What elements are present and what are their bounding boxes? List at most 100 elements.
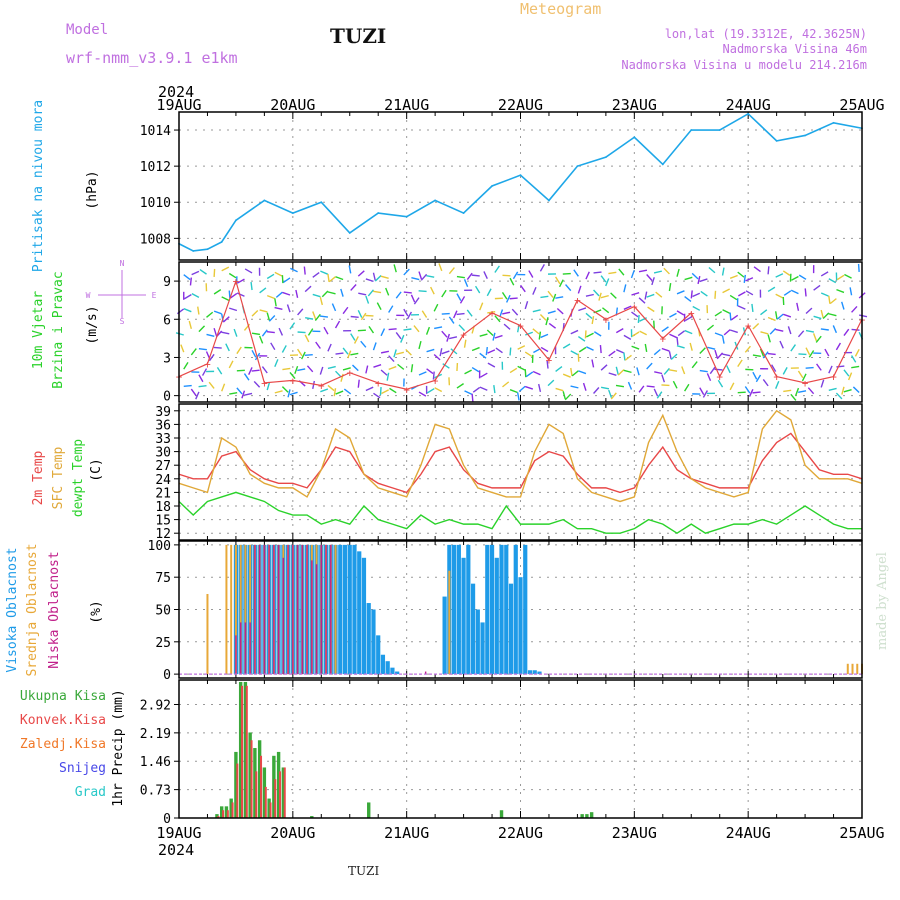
wind-barb — [485, 347, 488, 356]
wind-barb — [722, 353, 731, 357]
precip-bar-0 — [589, 812, 594, 818]
wind-barb — [233, 328, 238, 337]
wind-barb — [608, 271, 617, 275]
x-tick-label-bottom: 25AUG — [839, 824, 884, 842]
wind-barb — [540, 346, 549, 353]
wind-barb — [479, 302, 484, 311]
cloud-bar-0 — [442, 596, 447, 675]
wind-barb — [471, 274, 480, 277]
wind-barb — [775, 328, 784, 332]
wind-barb — [562, 391, 566, 400]
x-tick-label-bottom: 20AUG — [270, 824, 315, 842]
x-tick-label-top: 21AUG — [384, 96, 429, 114]
wind-barb — [854, 348, 860, 357]
pressure-point — [291, 212, 294, 214]
precip-bar-1 — [250, 740, 253, 818]
wind-barb — [175, 332, 184, 336]
wind-barb — [380, 350, 390, 354]
wind-barb — [258, 335, 264, 344]
wind-barb — [456, 275, 465, 279]
wind-barb — [357, 270, 365, 277]
pressure-line — [178, 112, 863, 252]
precip-bar-0 — [367, 802, 371, 818]
wind-barb — [591, 315, 595, 325]
wind-barb — [828, 387, 837, 391]
x-tick-label-top: 22AUG — [498, 96, 543, 114]
wind-barb — [525, 371, 534, 378]
cloud-bar-0 — [470, 583, 476, 675]
y-tick-label: 0 — [163, 668, 171, 683]
wind-barb — [646, 293, 655, 298]
cloud-bar-0 — [475, 609, 480, 675]
wind-speed-point: + — [489, 307, 496, 320]
panel-border — [178, 679, 863, 819]
wind-barb — [350, 333, 356, 341]
wind-barb — [755, 374, 762, 383]
wind-barb — [287, 389, 291, 398]
precip-bar-0 — [272, 755, 276, 818]
wind-barb — [397, 363, 405, 370]
wind-barb — [296, 348, 303, 357]
wind-barb — [248, 367, 253, 375]
wind-barb — [760, 331, 769, 335]
wind-barb — [348, 265, 352, 274]
wind-barb — [745, 277, 754, 282]
wind-barb — [342, 347, 349, 355]
wind-barb — [585, 293, 594, 297]
wind-barb — [692, 305, 701, 311]
wind-barb — [343, 388, 352, 395]
pressure-point — [775, 139, 778, 142]
wind-barb — [783, 389, 792, 393]
y-tick-label: 39 — [155, 405, 171, 420]
wind-barb — [532, 328, 540, 335]
wind-barb — [591, 359, 595, 368]
x-tick-label-bottom: 19AUG — [156, 824, 201, 842]
pressure-point — [491, 185, 493, 187]
wind-barb — [340, 373, 344, 382]
wind-barb — [472, 386, 481, 393]
wind-barb — [516, 324, 520, 333]
cloud-bar-1 — [206, 593, 209, 675]
pressure-point — [633, 136, 636, 139]
wind-barb — [251, 349, 257, 358]
wind-barb — [684, 315, 693, 322]
wind-barb — [421, 310, 428, 318]
wind-barb — [570, 350, 579, 356]
wind-barb — [699, 347, 706, 354]
wind-barb — [540, 295, 549, 299]
wind-barb — [388, 328, 397, 331]
panel-clouds: 0 25 50 75 100 Visoka Oblacnost Srednja Oblacn… — [5, 539, 863, 683]
wind-barb — [565, 284, 572, 292]
wind-barb — [189, 277, 193, 286]
wind-barb — [342, 367, 351, 371]
wind-barb — [480, 372, 488, 378]
pressure-point — [320, 201, 323, 204]
wind-barb — [769, 327, 777, 335]
precip-bar-0 — [243, 681, 248, 818]
wind-barb — [328, 276, 336, 283]
wind-barb — [600, 364, 608, 371]
wind-barb — [828, 295, 831, 304]
cloud-bar-2 — [320, 544, 322, 675]
x-tick-label-bottom: 24AUG — [726, 824, 771, 842]
wind-barb — [471, 346, 480, 352]
y-tick-label: 1008 — [140, 232, 171, 247]
wind-barb — [832, 325, 838, 334]
wind-barb — [456, 312, 465, 316]
wind-barb — [737, 305, 746, 310]
compass-n: N — [120, 259, 125, 268]
wind-barb — [274, 271, 283, 277]
wind-barb — [426, 274, 435, 278]
wind-speed-point: + — [375, 377, 382, 390]
wind-barb — [448, 316, 455, 324]
wind-barb — [213, 289, 222, 295]
wind-barb — [547, 310, 556, 315]
wind-barb — [259, 309, 268, 313]
wind-barb — [400, 334, 405, 343]
wind-barb — [487, 362, 496, 368]
wind-barb — [221, 383, 226, 392]
wind-barb — [859, 314, 868, 318]
wind-barb — [353, 336, 359, 344]
wind-barb — [413, 325, 420, 333]
